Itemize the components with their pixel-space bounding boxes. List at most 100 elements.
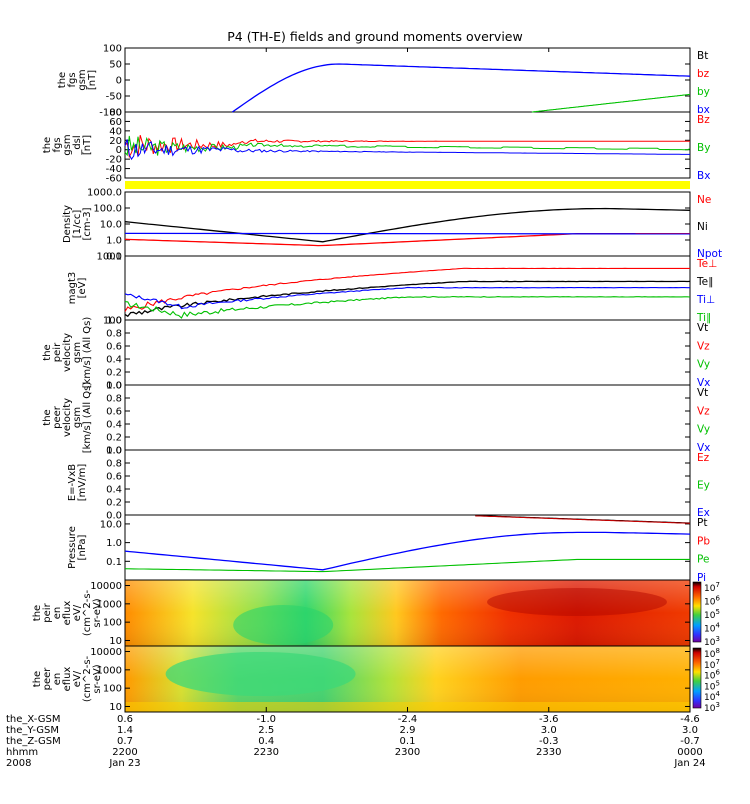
series-Ti-par [124, 295, 691, 319]
y-tick-label: 80 [109, 108, 122, 119]
y-axis-label: [nT] [82, 135, 93, 155]
time-row-label: the_X-GSM [6, 714, 60, 725]
peir-spec-peak [487, 588, 667, 616]
y-axis-label: the [32, 605, 43, 621]
panel-frame [124, 47, 691, 113]
time-tick-label: 0.7 [117, 736, 133, 747]
colorbar-scale [692, 647, 702, 709]
y-axis-label: sr-eV) [92, 664, 103, 693]
panel-frame [124, 319, 691, 386]
legend-entry: Bz [697, 114, 710, 126]
y-tick-label: -20 [106, 155, 122, 166]
y-tick-label: 1.0 [106, 381, 122, 392]
series-by [531, 93, 691, 113]
panel-frame [124, 191, 691, 257]
y-tick-label: 1.0 [106, 316, 122, 327]
y-axis-label: E=-VxB [67, 464, 78, 501]
y-axis-label: eflux [62, 667, 73, 692]
y-axis-label: [cm-3] [82, 207, 93, 240]
panel-efield: 1.0 0.8 0.6 0.4 0.2 0.0 E=-VxB [mV/m] Ez Ey Ex [67, 446, 710, 522]
colorbar-label: 105 [704, 608, 720, 621]
y-tick-label: 10000 [90, 647, 122, 658]
y-axis-label: _dsl [72, 135, 83, 155]
legend-entry: By [697, 142, 710, 154]
y-tick-label: 0 [116, 76, 122, 87]
legend-entry: by [697, 86, 710, 98]
legend-entry: Pi [697, 572, 706, 584]
legend-entry: Ex [697, 507, 710, 519]
y-axis-label: [eV] [77, 278, 88, 299]
y-axis-label: peer [52, 405, 63, 429]
panel-flag_bar [125, 181, 690, 189]
legend-entry: Vy [697, 424, 710, 436]
y-axis-label: Pressure [67, 526, 78, 569]
legend-entry: Te∥ [696, 276, 713, 288]
y-tick-label: 1.0 [106, 446, 122, 457]
y-axis-label: eflux [62, 601, 73, 626]
series-Pe [124, 558, 690, 573]
y-tick-label: 100 [103, 618, 122, 629]
y-axis-label: velocity [62, 333, 73, 372]
time-tick-label: 2.9 [400, 725, 416, 736]
y-tick-label: 1000 [97, 665, 122, 676]
series-Bz [124, 135, 690, 159]
legend-entry: Vt [697, 322, 708, 334]
y-tick-label: 10.0 [100, 220, 122, 231]
y-tick-label: 0.1 [106, 557, 122, 568]
y-tick-label: 100.0 [93, 204, 122, 215]
legend-entry: Ne [697, 194, 711, 206]
series-Pi [124, 531, 691, 571]
y-axis-label: fgs [67, 72, 78, 87]
y-axis-label: velocity [62, 398, 73, 437]
time-tick-label: -0.3 [539, 736, 559, 747]
y-tick-label: 0.4 [106, 355, 122, 366]
y-tick-label: 0.2 [106, 368, 122, 379]
y-axis-label: en [52, 607, 63, 620]
y-tick-label: -100 [99, 108, 122, 119]
y-tick-label: -40 [106, 164, 122, 175]
legend-entry: Pb [697, 535, 710, 547]
time-tick-label: 2.5 [258, 725, 274, 736]
panel-frame [124, 111, 691, 179]
time-row-label: the_Y-GSM [6, 725, 59, 736]
y-axis-label: magt3 [67, 272, 78, 305]
y-tick-label: 100 [103, 316, 122, 327]
series-bx [231, 63, 691, 113]
y-tick-label: 0.6 [106, 407, 122, 418]
y-axis-label: (cm^2-s- [82, 589, 93, 636]
time-row-label: hhmm [6, 747, 38, 758]
panel-fgs_gsm: 100 50 0 -50 -100 the fgs gsm [nT] Bt bz by bx [57, 44, 710, 119]
y-axis-label: [nPa] [77, 534, 88, 560]
time-tick-label: 3.0 [682, 725, 698, 736]
legend-entry: Vy [697, 359, 710, 371]
y-tick-label: 1000 [97, 252, 122, 263]
legend-entry: Ey [697, 480, 710, 492]
y-tick-label: 0.8 [106, 459, 122, 470]
legend-entry: Ti∥ [696, 312, 711, 324]
y-axis-label: [nT] [87, 70, 98, 90]
legend-entry: Ni [697, 221, 708, 233]
time-tick-label: -0.7 [680, 736, 700, 747]
y-axis-label: [km/s] (All Qs) [82, 382, 93, 454]
time-tick-label: -1.0 [256, 714, 276, 725]
time-tick-label: 0.6 [117, 714, 133, 725]
y-tick-label: 0.4 [106, 485, 122, 496]
legend-entry: Vx [697, 442, 710, 454]
y-axis-label: eV/ [72, 670, 83, 687]
legend-entry: Vt [697, 387, 708, 399]
legend-entry: Pt [697, 517, 707, 529]
time-tick-label: -2.4 [398, 714, 418, 725]
y-axis-label: gsm [77, 69, 88, 90]
y-axis-label: gsm [62, 134, 73, 155]
panel-frame [124, 449, 691, 516]
flag-bar [125, 181, 690, 189]
y-tick-label: 0.8 [106, 394, 122, 405]
legend-entry: Ez [697, 452, 710, 464]
panel-peer_velocity: 1.0 0.8 0.6 0.4 0.2 0.0 the peer velocity gsm [km/… [42, 381, 710, 457]
y-axis-label: gsm [72, 407, 83, 428]
y-tick-label: -50 [106, 92, 122, 103]
y-tick-label: 10 [109, 702, 122, 713]
